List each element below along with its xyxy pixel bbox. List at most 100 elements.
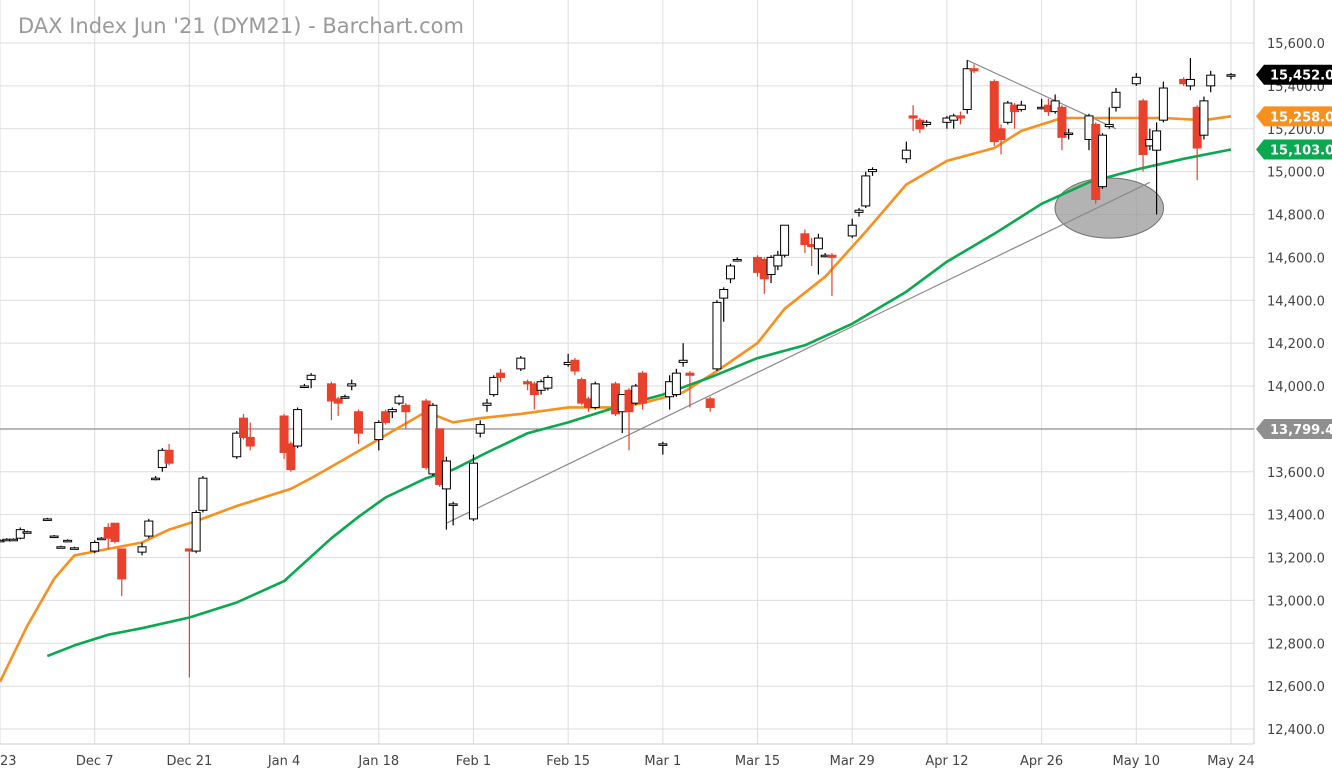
candle-down [435,428,445,487]
last-value-tag-bg [1256,139,1332,160]
candle-body [1050,100,1060,113]
candle-body [232,432,242,458]
candle-body [901,149,911,160]
candle-down [955,111,965,125]
candle-body [705,398,715,408]
candle-body [347,383,357,387]
candle-up [293,407,303,449]
candle-body [401,404,411,413]
y-tick-label: 15,600.0 [1267,37,1325,52]
candle-body [813,237,823,250]
candle-body [435,428,445,486]
candle-body [468,462,478,520]
candle-body [448,503,458,506]
candle-body [969,68,979,72]
candle-up [387,407,397,419]
candle-body [861,175,871,207]
candle-body [955,115,965,119]
candle-up [712,300,722,371]
candle-up [137,542,147,556]
x-tick-label: Feb 1 [456,754,491,769]
y-tick-label: 13,000.0 [1267,594,1325,609]
candle-body [441,460,451,490]
candle-up [1199,96,1209,140]
candle-up [56,545,66,549]
candle-down [705,396,715,412]
candle-down [238,413,248,440]
candle-body [773,254,783,267]
candle-body [1131,76,1141,85]
candle-body [164,449,174,464]
candle-body [238,417,248,438]
candle-down [800,229,810,254]
candle-body [658,443,668,446]
candle-body [678,359,688,363]
candle-body [800,233,810,246]
candle-down [184,548,194,678]
candle-up [394,394,404,406]
candle-up [678,343,688,367]
candle-down [353,409,363,444]
candle-up [813,233,823,275]
candle-down [326,381,336,421]
candle-body [191,511,201,552]
last-value-tag-text: 15,258.0 [1270,110,1332,125]
candle-body [847,224,857,237]
candle-down [908,105,918,131]
candle-body [922,121,932,125]
candle-up [191,510,201,554]
candle-body [868,168,878,173]
candle-body [638,372,648,404]
candle-body [543,376,553,389]
candle-body [69,547,79,550]
candle-body [996,128,1006,140]
candle-up [590,381,600,410]
x-tick-label: Dec 21 [166,754,212,769]
y-tick-label: 15,000.0 [1267,166,1325,181]
candle-up [475,420,485,438]
candle-body [577,379,587,404]
candle-up [482,398,492,412]
candle-up [468,454,478,522]
candle-up [1003,100,1013,125]
last-value-tag-text: 15,103.0 [1270,144,1332,159]
candle-up [901,141,911,164]
candle-body [387,409,397,413]
candle-down [286,441,296,472]
candle-up [732,257,742,262]
candle-up [1064,128,1074,140]
candle-up [347,379,357,391]
candle-down [279,413,289,459]
candle-body [394,396,404,404]
candle-up [144,518,154,539]
candle-body [198,477,208,511]
candle-up [962,60,972,114]
y-tick-label: 13,400.0 [1267,509,1325,524]
candle-up [780,224,790,258]
candle-up [90,540,100,554]
candle-up [1152,122,1162,215]
candle-up [773,250,783,271]
x-tick-label: Apr 26 [1020,754,1063,769]
x-tick-label: Feb 15 [546,754,590,769]
candle-body [374,421,384,441]
candle-body [962,68,972,110]
candle-body [117,548,127,580]
y-tick-label: 12,400.0 [1267,723,1325,738]
x-tick-label: May 10 [1113,754,1161,769]
candle-body [1064,132,1074,136]
moving-average-long-line [46,148,1232,658]
last-value-tag-bg [1256,64,1332,85]
candle-down [577,377,587,406]
candle-body [22,531,32,534]
candle-up [1111,88,1121,112]
candle-down [915,118,925,134]
candle-body [1226,74,1236,77]
candle-down [117,548,127,597]
candle-body [482,402,492,406]
candle-body [1057,106,1067,138]
candle-up [489,375,499,397]
candle-body [1016,104,1026,110]
